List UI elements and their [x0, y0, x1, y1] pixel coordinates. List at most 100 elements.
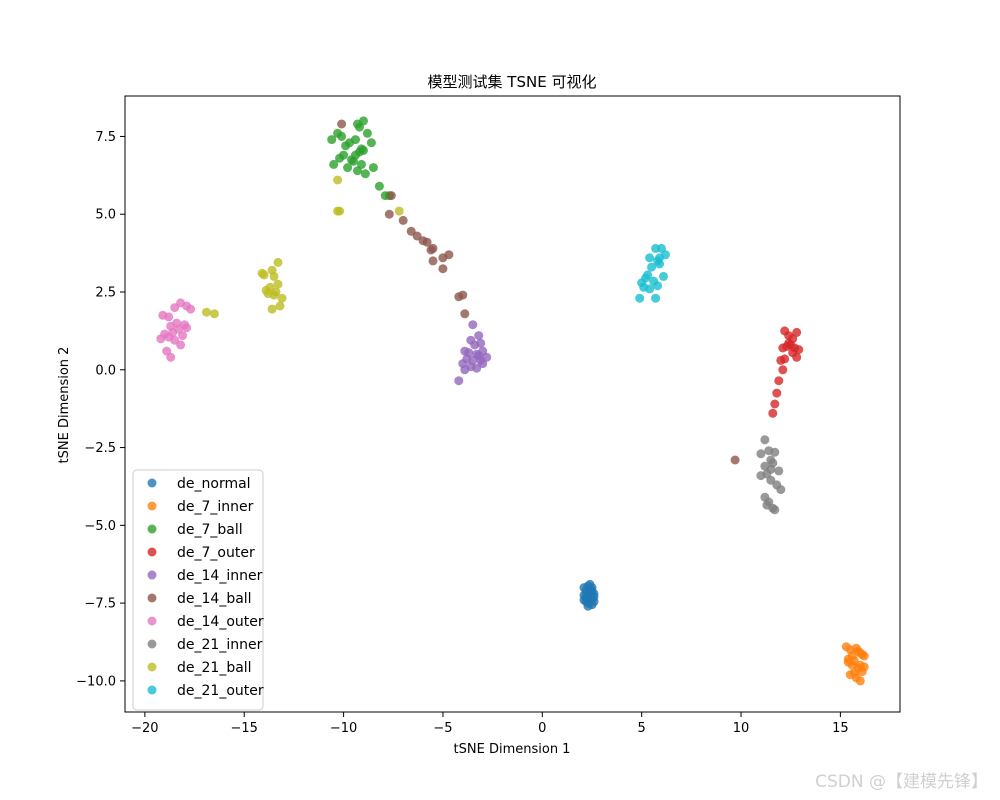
legend-marker-de_7_outer [147, 547, 157, 557]
point-de_7_outer [792, 327, 802, 337]
point-de_21_outer [653, 281, 663, 291]
point-de_7_outer [770, 399, 780, 409]
y-axis-label: tSNE Dimension 2 [57, 347, 72, 464]
point-de_14_ball [384, 209, 394, 219]
point-de_7_ball [357, 144, 366, 154]
point-de_21_ball [394, 206, 404, 216]
point-de_7_ball [351, 150, 360, 160]
legend-label-de_21_outer: de_21_outer [177, 683, 264, 699]
legend-label-de_normal: de_normal [177, 476, 251, 492]
chart-title: 模型测试集 TSNE 可视化 [428, 73, 597, 91]
x-tick-label: −15 [231, 721, 258, 736]
point-de_14_inner [454, 376, 464, 386]
point-de_7_inner [859, 662, 869, 672]
point-de_normal [583, 601, 593, 611]
legend-marker-de_7_inner [147, 501, 157, 511]
point-de_14_ball [428, 256, 438, 266]
x-axis-label: tSNE Dimension 1 [454, 742, 571, 757]
point-de_21_ball [267, 304, 277, 314]
y-tick-label: 5.0 [95, 208, 116, 223]
point-de_7_ball [351, 135, 360, 145]
legend-label-de_14_ball: de_14_ball [177, 591, 252, 607]
legend-marker-de_21_outer [147, 685, 157, 695]
point-de_14_ball [438, 264, 448, 274]
point-de_14_inner [460, 365, 470, 375]
point-de_normal [587, 586, 597, 596]
point-de_7_outer [772, 388, 782, 398]
y-tick-label: −7.5 [84, 597, 116, 612]
point-de_7_ball [353, 119, 362, 129]
legend-marker-de_7_ball [147, 524, 157, 534]
point-de_7_outer [784, 338, 794, 348]
point-de_21_ball [273, 279, 283, 289]
data-points [156, 116, 869, 686]
point-de_7_ball [360, 169, 370, 179]
point-de_7_outer [778, 365, 788, 375]
y-tick-label: −2.5 [84, 441, 116, 456]
legend-marker-de_14_inner [147, 570, 157, 580]
x-axis-ticks: −20 −15 −10 −5 0 5 10 15 [131, 712, 849, 736]
point-de_14_inner [468, 320, 478, 330]
point-de_21_ball [277, 293, 287, 303]
point-de_21_outer [651, 293, 661, 303]
legend-label-de_7_ball: de_7_ball [177, 522, 243, 538]
legend-label-de_14_inner: de_14_inner [177, 568, 263, 584]
y-axis-ticks: −10.0 −7.5 −5.0 −2.5 0.0 2.5 5.0 7.5 [76, 130, 125, 689]
y-tick-label: −5.0 [84, 519, 116, 534]
point-de_14_ball [428, 243, 438, 253]
legend-label-de_7_inner: de_7_inner [177, 499, 254, 515]
point-de_7_inner [843, 654, 853, 664]
point-de_21_inner [776, 485, 786, 495]
x-tick-label: 0 [538, 721, 546, 736]
point-de_7_ball [339, 150, 349, 160]
x-tick-label: −20 [131, 721, 158, 736]
point-de_21_outer [655, 253, 665, 263]
y-tick-label: 7.5 [95, 130, 116, 145]
point-de_14_ball [422, 237, 432, 247]
point-de_21_inner [756, 471, 766, 481]
point-de_14_ball [730, 455, 740, 465]
point-de_14_outer [186, 304, 196, 314]
point-de_21_inner [760, 435, 770, 445]
point-de_21_outer [647, 262, 657, 272]
point-de_7_ball [374, 181, 384, 191]
point-de_14_inner [476, 338, 486, 348]
legend-label-de_21_ball: de_21_ball [177, 660, 252, 676]
point-de_14_outer [164, 312, 174, 322]
point-de_21_ball [273, 257, 283, 267]
point-de_21_inner [766, 464, 776, 474]
point-de_21_inner [770, 447, 780, 457]
point-de_14_inner [474, 331, 484, 341]
x-tick-label: −10 [330, 721, 357, 736]
legend-label-de_21_inner: de_21_inner [177, 637, 263, 653]
point-de_21_ball [257, 268, 267, 278]
x-tick-label: 10 [733, 721, 750, 736]
point-de_21_ball [202, 307, 211, 317]
point-de_21_outer [645, 253, 655, 263]
point-de_21_ball [269, 271, 279, 281]
watermark: CSDN @【建模先锋】 [815, 772, 988, 792]
point-de_14_ball [398, 215, 408, 225]
point-de_7_ball [362, 128, 372, 138]
point-de_21_inner [770, 505, 780, 515]
x-tick-label: 15 [832, 721, 849, 736]
point-de_14_outer [178, 331, 188, 341]
point-de_21_outer [641, 273, 651, 283]
point-de_21_inner [756, 449, 766, 459]
legend-marker-de_14_ball [147, 593, 157, 603]
point-de_14_ball [458, 290, 468, 300]
point-de_21_inner [762, 500, 772, 510]
point-de_14_ball [386, 191, 396, 201]
legend-marker-de_14_outer [147, 616, 157, 626]
point-de_7_outer [776, 355, 786, 365]
legend-label-de_7_outer: de_7_outer [177, 545, 255, 561]
point-de_21_ball [269, 290, 279, 300]
point-de_21_outer [635, 293, 645, 303]
point-de_14_outer [156, 334, 166, 344]
point-de_21_outer [659, 271, 668, 281]
point-de_21_outer [655, 259, 665, 269]
point-de_7_ball [327, 135, 337, 145]
point-de_21_ball [275, 301, 285, 311]
point-de_7_ball [329, 159, 339, 169]
